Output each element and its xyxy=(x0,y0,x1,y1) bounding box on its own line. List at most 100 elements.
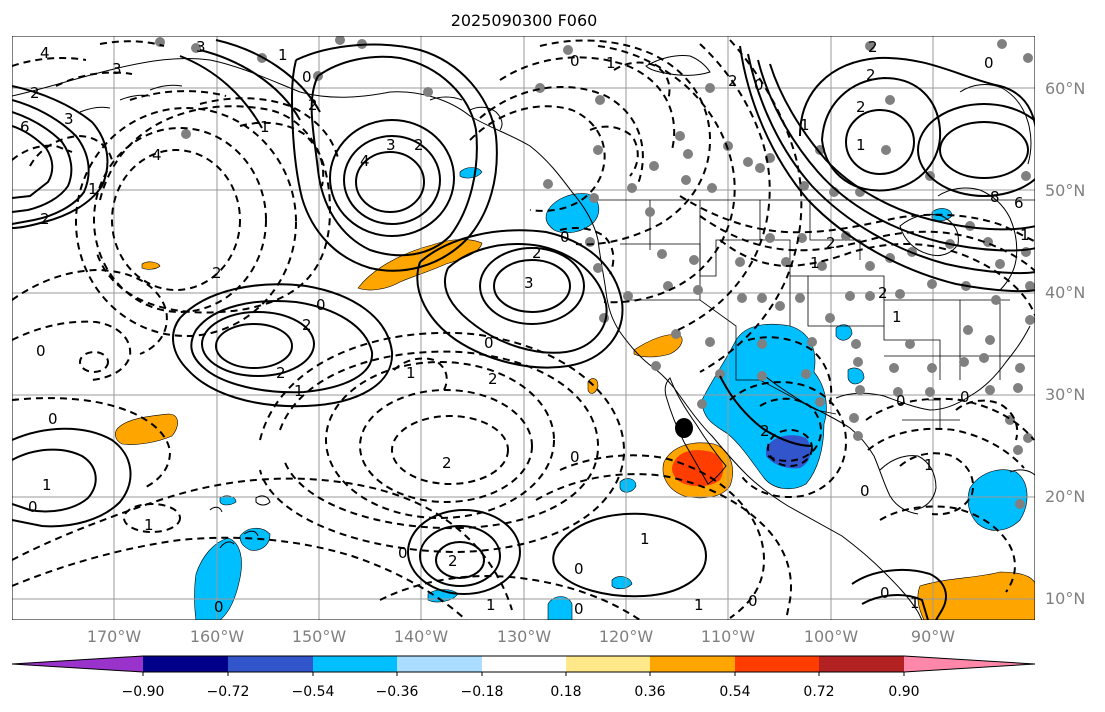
contour-label: 3 xyxy=(112,60,122,78)
contour-label: 1 xyxy=(486,596,496,614)
black-marker xyxy=(675,418,693,438)
colorbar-segment xyxy=(735,656,821,672)
contour-label: 2 xyxy=(760,422,770,440)
colorbar-segment xyxy=(904,656,1035,672)
colorbar-tick-label: −0.54 xyxy=(292,684,335,700)
lon-label: 100°W xyxy=(804,627,859,646)
contour-label: 3 xyxy=(524,274,534,292)
contour-label: 2 xyxy=(868,38,878,56)
orange-patch-central-america xyxy=(917,571,1035,620)
colorbar-segment xyxy=(143,656,229,672)
contour-label: 0 xyxy=(48,410,58,428)
contour-label: 3 xyxy=(64,110,74,128)
colorbar-segment xyxy=(482,656,568,672)
orange-patch-baja xyxy=(633,333,683,358)
contour-label: 6 xyxy=(20,118,30,136)
lat-label: 30°N xyxy=(1045,385,1085,404)
dashed-contours xyxy=(12,39,1035,620)
lat-label: 10°N xyxy=(1045,589,1085,608)
contour-label: 4 xyxy=(40,44,50,62)
colorbar-tick-label: −0.18 xyxy=(461,684,504,700)
colorbar-tick-label: −0.72 xyxy=(207,684,250,700)
colorbar-segment xyxy=(228,656,314,672)
contour-label: 6 xyxy=(1014,194,1024,212)
contour-label: 0 xyxy=(960,388,970,406)
contour-label: 1 xyxy=(910,594,920,612)
contour-label: 1 xyxy=(924,456,934,474)
colorbar: −0.90 −0.72 −0.54 −0.36 −0.18 0.18 0.36 … xyxy=(11,655,1036,700)
colorbar-tick-label: 0.72 xyxy=(803,684,834,700)
blue-patch-caribbean xyxy=(967,469,1028,531)
contour-label: 1 xyxy=(694,596,704,614)
contour-label: 2 xyxy=(302,316,312,334)
contour-label: 2 xyxy=(826,234,836,252)
contour-label: 2 xyxy=(448,552,458,570)
map-panel: 4 3 2 6 1 3 2 4 3 1 0 2 2 1 0 3 2 2 2 1 … xyxy=(12,36,1035,620)
blue-speck-hawaii-west xyxy=(219,495,237,506)
lon-label: 140°W xyxy=(394,627,449,646)
colorbar-tick-label: 0.18 xyxy=(550,684,581,700)
blue-speck-south-pacific-a xyxy=(547,596,573,620)
contour-label: 0 xyxy=(574,560,584,578)
lon-label: 120°W xyxy=(599,627,654,646)
contour-label: 1 xyxy=(856,136,866,154)
contour-label: 1 xyxy=(406,364,416,382)
blue-core-southwest xyxy=(766,435,811,469)
colorbar-tick-label: −0.36 xyxy=(376,684,419,700)
contour-label: 0 xyxy=(754,76,764,94)
political-borders xyxy=(598,199,1035,430)
colorbar-segment xyxy=(819,656,905,672)
colorbar-segment xyxy=(566,656,652,672)
contour-label: 1 xyxy=(800,116,810,134)
contour-label: 2 xyxy=(866,66,876,84)
blue-speck-hawaii-north xyxy=(239,527,271,551)
contour-label: 2 xyxy=(212,264,222,282)
orange-patch-west xyxy=(115,413,178,445)
colorbar-tick-label: 0.90 xyxy=(888,684,919,700)
lon-label: 90°W xyxy=(911,627,955,646)
contour-label: 1 xyxy=(1020,226,1030,244)
contour-label: 1 xyxy=(640,530,650,548)
lon-label: 110°W xyxy=(701,627,756,646)
colorbar-segment xyxy=(397,656,483,672)
contour-labels: 4 3 2 6 1 3 2 4 3 1 0 2 2 1 0 3 2 2 2 1 … xyxy=(20,38,1030,618)
contour-label: 2 xyxy=(878,284,888,302)
contour-label: 2 xyxy=(308,96,318,114)
lon-label: 150°W xyxy=(292,627,347,646)
contour-label: 2 xyxy=(30,84,40,102)
contour-label: 4 xyxy=(152,146,162,164)
lon-label: 160°W xyxy=(190,627,245,646)
map-title: 2025090300 F060 xyxy=(451,11,598,30)
contour-label: 1 xyxy=(278,46,288,64)
orange-speck-west xyxy=(141,261,161,270)
contour-label: 0 xyxy=(984,54,994,72)
contour-label: 0 xyxy=(484,334,494,352)
contour-label: 0 xyxy=(28,498,38,516)
lon-label: 130°W xyxy=(497,627,552,646)
contour-label: 1 xyxy=(260,118,270,136)
lat-label: 50°N xyxy=(1045,181,1085,200)
contour-label: 0 xyxy=(748,592,758,610)
contour-label: 1 xyxy=(294,382,304,400)
contour-label: 0 xyxy=(214,598,224,616)
lat-label: 20°N xyxy=(1045,487,1085,506)
contour-label: 0 xyxy=(570,52,580,70)
station-dots xyxy=(155,36,1035,509)
contour-label: 1 xyxy=(810,254,820,272)
contour-label: 2 xyxy=(442,454,452,472)
contour-label: 0 xyxy=(896,392,906,410)
latitude-axis: 60°N 50°N 40°N 30°N 20°N 10°N xyxy=(1045,79,1085,608)
contour-label: 0 xyxy=(36,342,46,360)
contour-label: 1 xyxy=(892,308,902,326)
contour-label: 0 xyxy=(574,600,584,618)
contour-label: 0 xyxy=(560,228,570,246)
contour-label: 0 xyxy=(880,584,890,602)
lon-label: 170°W xyxy=(87,627,142,646)
colorbar-segment xyxy=(313,656,399,672)
contour-label: 1 xyxy=(606,54,616,72)
longitude-axis: 170°W 160°W 150°W 140°W 130°W 120°W 110°… xyxy=(87,627,955,646)
contour-label: 0 xyxy=(570,448,580,466)
shaded-fields xyxy=(115,167,1035,620)
lat-label: 60°N xyxy=(1045,79,1085,98)
